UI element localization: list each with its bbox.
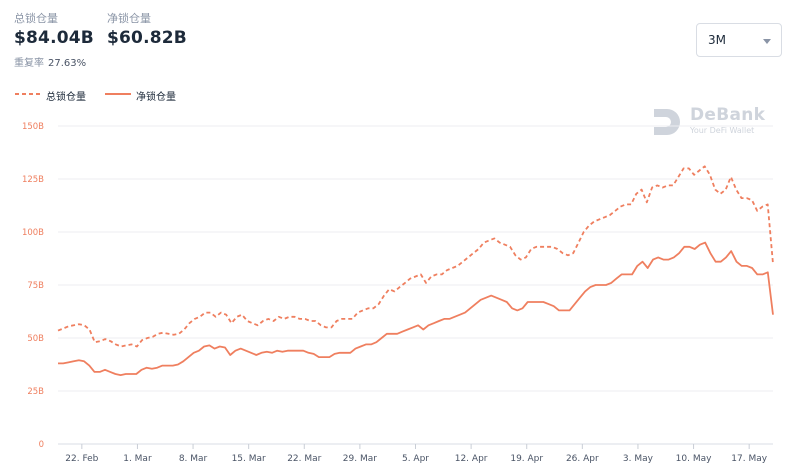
watermark-subtitle: Your DeFi Wallet	[690, 126, 755, 135]
legend-label-net: 净锁仓量	[136, 92, 176, 103]
net-locked-stat: 净锁仓量 $60.82B	[107, 12, 187, 48]
legend-label-total: 总锁仓量	[46, 92, 86, 103]
reuse-rate-value: 27.63%	[48, 58, 87, 69]
y-tick-label: 50B	[27, 334, 44, 344]
x-tick-label: 26. Apr	[566, 454, 599, 464]
x-tick-label: 10. May	[676, 454, 712, 464]
series-line-net	[58, 241, 774, 377]
x-tick-label: 17. May	[731, 454, 767, 464]
y-tick-label: 125B	[22, 175, 44, 185]
x-tick-label: 5. Apr	[402, 454, 429, 464]
x-tick-label: 22. Feb	[65, 454, 98, 464]
net-locked-label: 净锁仓量	[107, 12, 151, 25]
x-tick-label: 29. Mar	[343, 454, 377, 464]
x-tick-label: 15. Mar	[232, 454, 266, 464]
total-locked-stat: 总锁仓量 $84.04B	[14, 12, 94, 48]
series-line-total	[57, 165, 774, 348]
debank-logo-icon	[654, 109, 680, 135]
x-tick-label: 12. Apr	[455, 454, 488, 464]
y-tick-label: 75B	[27, 281, 44, 291]
reuse-rate-label: 重复率	[14, 58, 44, 69]
y-tick-label: 25B	[27, 387, 44, 397]
x-tick-label: 3. May	[623, 454, 654, 464]
time-range-select[interactable]: 3M	[696, 23, 782, 57]
x-tick-label: 8. Mar	[179, 454, 208, 464]
solid-line-icon	[105, 93, 131, 95]
chevron-down-icon	[763, 39, 771, 44]
reuse-rate: 重复率 27.63%	[14, 54, 86, 69]
total-locked-label: 总锁仓量	[14, 12, 58, 25]
tvl-line-chart: 0 25B 50B 75B 100B 125B 150B 22. Feb 1. Mar 8. Ma…	[22, 122, 774, 464]
watermark-title: DeBank	[690, 105, 766, 125]
x-tick-label: 1. Mar	[123, 454, 152, 464]
time-range-value: 3M	[708, 33, 726, 47]
total-locked-value: $84.04B	[14, 28, 94, 48]
dashed-line-icon	[15, 93, 41, 95]
y-tick-label: 150B	[22, 122, 44, 132]
net-locked-value: $60.82B	[107, 28, 187, 48]
x-tick-label: 19. Apr	[510, 454, 543, 464]
x-tick-label: 22. Mar	[287, 454, 321, 464]
y-tick-label: 100B	[22, 228, 44, 238]
y-tick-label: 0	[39, 440, 44, 450]
